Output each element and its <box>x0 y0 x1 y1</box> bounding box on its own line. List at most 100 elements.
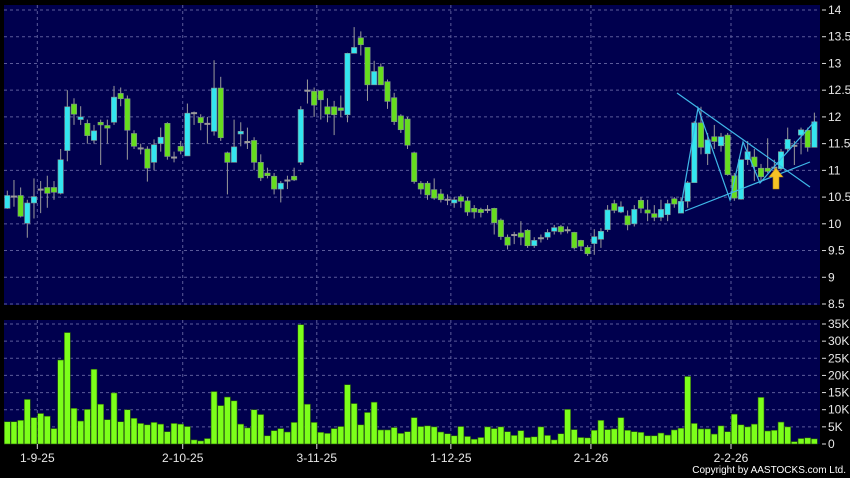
volume-bar <box>304 403 311 445</box>
volume-bar <box>797 438 805 445</box>
candle-down <box>104 125 111 129</box>
volume-tick-label: 0 <box>828 437 835 451</box>
candle-up <box>344 52 351 116</box>
candle-up <box>91 130 98 141</box>
volume-bar <box>190 439 198 445</box>
price-panel: 14 13.5 13 12.5 12 11.5 11 10.5 10 9.5 9 8.5 <box>4 3 850 311</box>
volume-bar <box>230 400 238 445</box>
volume-tick-label: 25K <box>828 351 849 365</box>
candle-up <box>591 236 598 244</box>
volume-bar <box>711 433 718 445</box>
volume-bar <box>577 437 585 445</box>
volume-bar <box>804 437 812 445</box>
volume-bar <box>610 428 618 445</box>
volume-tick-label: 20K <box>828 368 849 382</box>
volume-bar <box>604 429 611 445</box>
candle-up <box>451 199 458 204</box>
candle-up <box>717 136 724 147</box>
volume-bar <box>30 417 38 445</box>
volume-bar <box>97 403 104 445</box>
volume-bar <box>284 431 291 445</box>
x-tick-label: 2-2-26 <box>714 451 749 465</box>
volume-bar <box>757 397 765 445</box>
candle-down <box>517 232 524 238</box>
x-tick-label: 2-10-25 <box>162 451 204 465</box>
volume-bar <box>330 428 338 445</box>
volume-bar <box>24 399 31 445</box>
volume-bar <box>397 433 405 445</box>
candle-down <box>50 187 57 193</box>
candle-up <box>704 139 711 155</box>
price-tick-label: 11.5 <box>828 137 850 151</box>
volume-bar <box>504 431 511 445</box>
volume-bar <box>744 426 751 445</box>
price-tick-label: 9 <box>828 270 835 284</box>
price-tick-label: 10.5 <box>828 190 850 204</box>
volume-tick-label: 35K <box>828 317 849 331</box>
candle-up <box>351 47 358 54</box>
volume-bar <box>184 426 191 445</box>
volume-bar <box>64 332 71 445</box>
volume-bar <box>617 417 625 445</box>
volume-bar <box>424 425 431 445</box>
volume-bar <box>317 432 325 445</box>
volume-bar <box>437 431 445 445</box>
volume-tick-label: 15K <box>828 386 849 400</box>
volume-bar <box>430 426 438 445</box>
candle-down <box>457 196 464 202</box>
candle-down <box>404 118 411 146</box>
candle-up <box>184 112 191 157</box>
breakout-arrow-icon <box>768 167 784 190</box>
volume-bar <box>150 422 158 445</box>
volume-bar <box>410 417 418 445</box>
candle-down <box>697 122 704 148</box>
volume-bar <box>244 427 251 445</box>
x-tick-label: 2-1-26 <box>574 451 609 465</box>
volume-bar <box>70 408 78 445</box>
candle-down <box>97 121 104 126</box>
volume-bar <box>811 438 818 445</box>
volume-bar <box>277 428 285 445</box>
volume-bar <box>791 441 798 445</box>
candle-down <box>804 129 811 148</box>
x-tick-label: 1-9-25 <box>20 451 55 465</box>
candle-down <box>397 115 404 131</box>
candle-up <box>597 231 604 240</box>
volume-bar <box>670 429 678 445</box>
volume-bar <box>117 421 124 445</box>
price-tick-label: 9.5 <box>828 244 845 258</box>
candle-up <box>784 139 791 150</box>
candle-down <box>357 37 364 46</box>
price-tick-label: 14 <box>828 3 842 17</box>
candle-down <box>584 247 591 255</box>
candle-down <box>504 236 511 246</box>
x-tick-label: 3-11-25 <box>297 451 338 465</box>
volume-bar <box>337 426 345 445</box>
volume-bar <box>377 429 385 445</box>
volume-bar <box>450 435 458 445</box>
price-tick-label: 11 <box>828 163 841 177</box>
volume-bar <box>250 409 258 445</box>
candle-down <box>764 167 771 172</box>
volume-bar <box>270 430 278 445</box>
volume-bar <box>777 421 785 445</box>
price-tick-label: 10 <box>828 217 842 231</box>
candle-up <box>544 232 551 238</box>
candle-up <box>231 146 238 163</box>
candle-down <box>331 106 338 116</box>
volume-bar <box>524 437 531 445</box>
volume-bar <box>570 429 578 445</box>
volume-bar <box>84 409 91 445</box>
volume-bar <box>510 435 518 445</box>
volume-bar <box>44 415 51 445</box>
candle-up <box>737 159 744 200</box>
trendline-zigzag <box>679 105 816 213</box>
volume-panel: 35K 30K 25K 20K 15K 10K 5K 0 <box>4 317 849 451</box>
volume-bar <box>217 405 225 445</box>
candle-down <box>477 209 484 213</box>
candle-down <box>391 97 398 123</box>
volume-bar <box>584 437 591 445</box>
candle-down <box>224 152 231 163</box>
candle-up <box>811 121 818 148</box>
volume-bar <box>364 412 371 445</box>
